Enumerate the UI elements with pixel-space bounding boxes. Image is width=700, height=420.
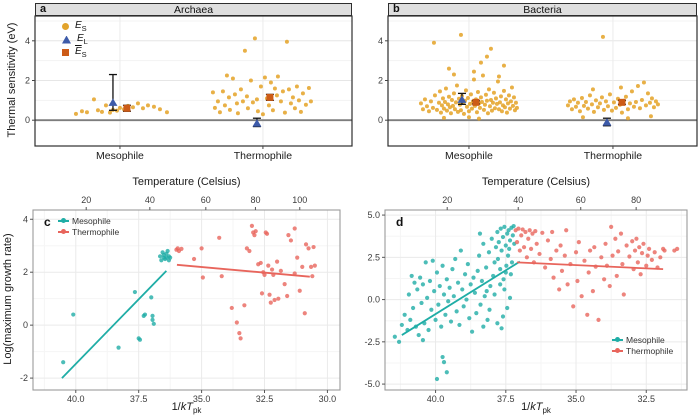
panel-d-plot: 40.0 37.5 35.0 32.5 -5.0 -2.5 0.0 2.5 5.0 20 40 60 8…	[364, 195, 688, 404]
panel-a-tag: a	[40, 3, 47, 15]
legend-label-mesophile: Mesophile	[72, 215, 111, 226]
svg-text:30.0: 30.0	[319, 394, 337, 404]
panel-a-plot: 0 2 4 Mesophile Thermophile	[25, 15, 353, 162]
panel-c-tag: c	[44, 215, 51, 229]
svg-text:100: 100	[292, 195, 307, 205]
svg-text:0: 0	[378, 115, 383, 125]
svg-text:-2.5: -2.5	[364, 337, 380, 347]
svg-text:-5.0: -5.0	[364, 379, 380, 389]
svg-text:2.5: 2.5	[367, 252, 380, 262]
panel-d-tag: d	[396, 215, 404, 229]
svg-text:4: 4	[23, 214, 28, 224]
legend-label-es-mean: ES	[75, 45, 87, 59]
panel-d-legend: Mesophile Thermophile	[612, 334, 673, 356]
svg-text:4: 4	[25, 36, 30, 46]
panel-c-x-axis-title: 1/kTpk	[171, 401, 202, 416]
panel-c-top-axis-title: Temperature (Celsius)	[132, 176, 241, 188]
panel-c-legend: Mesophile Thermophile	[58, 215, 119, 237]
svg-text:2: 2	[23, 267, 28, 277]
legend-item-es-mean: ES	[62, 46, 88, 59]
svg-text:37.5: 37.5	[130, 394, 148, 404]
panel-c-plot: 40.0 37.5 35.0 32.5 30.0 -2 0 2 4 20 40 60 80 100	[20, 195, 341, 404]
svg-text:Mesophile: Mesophile	[445, 150, 493, 162]
el-triangle-icon	[62, 35, 71, 44]
svg-text:20: 20	[81, 195, 91, 205]
legend-label-es: ES	[75, 19, 87, 33]
panel-b-tag: b	[393, 3, 400, 15]
thermophile-key-dot-icon	[61, 229, 66, 234]
svg-text:0: 0	[25, 115, 30, 125]
legend-item-mesophile: Mesophile	[58, 215, 119, 226]
svg-text:Thermophile: Thermophile	[584, 150, 643, 162]
legend-label-el: EL	[77, 32, 88, 46]
svg-text:2: 2	[378, 76, 383, 86]
panel-b-plot: 0 2 4 Mesophile Thermophile	[378, 15, 698, 162]
svg-text:0.0: 0.0	[367, 295, 380, 305]
legend-item-thermophile: Thermophile	[58, 226, 119, 237]
panel-a-legend: ES EL ES	[62, 20, 88, 59]
svg-text:0: 0	[23, 320, 28, 330]
legend-label-mesophile: Mesophile	[626, 334, 665, 345]
panel-d-top-axis-title: Temperature (Celsius)	[481, 176, 591, 188]
svg-text:20: 20	[442, 195, 452, 205]
svg-text:40.0: 40.0	[67, 394, 85, 404]
svg-text:37.5: 37.5	[497, 394, 515, 404]
mesophile-key-dot-icon	[61, 218, 66, 223]
svg-text:Mesophile: Mesophile	[96, 150, 144, 162]
svg-text:-2: -2	[20, 373, 28, 383]
panel-a-title: Archaea	[173, 3, 214, 16]
svg-text:80: 80	[250, 195, 260, 205]
legend-item-mesophile: Mesophile	[612, 334, 673, 345]
svg-text:32.5: 32.5	[256, 394, 274, 404]
mesophile-key-dot-icon	[615, 337, 620, 342]
panel-d-x-axis-title: 1/kTpk	[521, 401, 551, 416]
svg-text:40.0: 40.0	[427, 394, 445, 404]
svg-text:40: 40	[513, 195, 523, 205]
thermophile-key-dot-icon	[615, 348, 620, 353]
svg-text:40: 40	[145, 195, 155, 205]
svg-text:4: 4	[378, 36, 383, 46]
svg-text:2: 2	[25, 76, 30, 86]
svg-text:35.0: 35.0	[193, 394, 211, 404]
legend-item-el: EL	[62, 33, 88, 46]
svg-text:60: 60	[576, 195, 586, 205]
svg-text:Thermophile: Thermophile	[234, 150, 293, 162]
svg-text:35.0: 35.0	[567, 394, 585, 404]
es-mean-square-icon	[62, 49, 69, 56]
svg-text:60: 60	[201, 195, 211, 205]
legend-label-thermophile: Thermophile	[72, 226, 120, 237]
legend-label-thermophile: Thermophile	[626, 345, 674, 356]
svg-text:32.5: 32.5	[637, 394, 655, 404]
panel-b-title: Bacteria	[523, 3, 562, 16]
legend-item-es: ES	[62, 20, 88, 33]
es-circle-icon	[62, 23, 69, 30]
legend-item-thermophile: Thermophile	[612, 345, 673, 356]
panel-a-strip: a Archaea	[35, 3, 352, 16]
svg-text:80: 80	[631, 195, 641, 205]
panel-b-strip: b Bacteria	[388, 3, 697, 16]
svg-text:5.0: 5.0	[367, 210, 380, 220]
